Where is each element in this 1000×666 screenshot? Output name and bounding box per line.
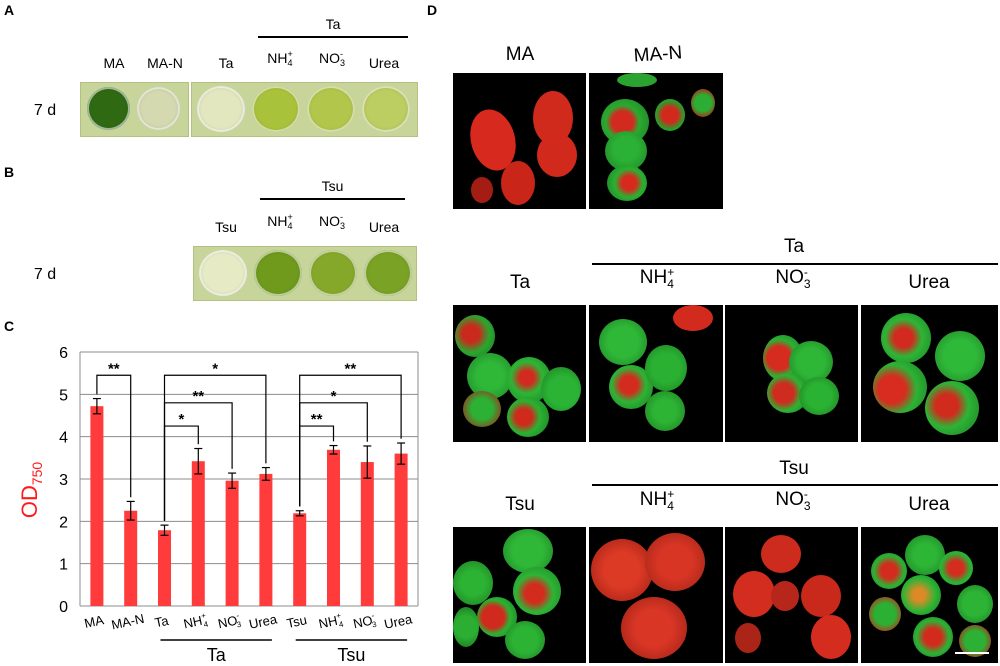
y-tick-label: 2 bbox=[59, 514, 68, 531]
panel-letter-a: A bbox=[4, 2, 15, 18]
bar bbox=[394, 453, 408, 606]
panel-letter-b: B bbox=[4, 164, 15, 180]
bar bbox=[90, 406, 104, 606]
y-axis-label: OD750 bbox=[17, 462, 45, 519]
well-ta-urea bbox=[362, 86, 410, 132]
x-tick-label: NH+4 bbox=[317, 611, 345, 634]
panel-b-group-line bbox=[260, 198, 405, 200]
y-tick-label: 5 bbox=[59, 387, 68, 404]
micrograph-ta bbox=[453, 305, 586, 442]
micrograph-tsu-urea bbox=[861, 527, 998, 663]
d-label-tsu-no3: NO -3 bbox=[775, 487, 811, 513]
significance-bracket bbox=[163, 374, 267, 521]
label-ta: Ta bbox=[218, 55, 234, 71]
significance-label: ** bbox=[345, 360, 357, 377]
panel-letter-d: D bbox=[427, 2, 438, 18]
label-b-urea: Urea bbox=[368, 219, 400, 235]
significance-bracket bbox=[299, 374, 402, 507]
d-label-ta-no3: NO -3 bbox=[775, 265, 811, 291]
y-tick-label: 0 bbox=[59, 599, 68, 616]
group-label: Ta bbox=[207, 645, 227, 665]
significance-label: ** bbox=[108, 360, 120, 377]
y-tick-label: 6 bbox=[59, 345, 68, 362]
label-b-nh4: NH +4 bbox=[267, 212, 293, 232]
label-b-no3: NO -3 bbox=[318, 212, 345, 232]
x-tick-label: NO-3 bbox=[216, 611, 242, 633]
label-nh4: NH +4 bbox=[267, 49, 293, 69]
significance-label: * bbox=[178, 411, 184, 428]
d-row2-group-line bbox=[592, 263, 998, 265]
panel-b-time-label: 7 d bbox=[33, 266, 57, 283]
well-ta-no3 bbox=[307, 86, 355, 132]
label-no3: NO -3 bbox=[318, 49, 345, 69]
well-ta bbox=[197, 86, 245, 132]
d-label-tsu-urea: Urea bbox=[908, 494, 950, 515]
panel-b-group-label: Tsu bbox=[321, 178, 344, 194]
label-ma-n: MA-N bbox=[147, 55, 183, 71]
d-label-ta-nh4: NH +4 bbox=[639, 265, 675, 291]
label-urea: Urea bbox=[368, 55, 400, 71]
y-tick-label: 4 bbox=[59, 430, 68, 447]
panel-letter-c: C bbox=[4, 318, 15, 334]
well-tsu-urea bbox=[364, 250, 412, 296]
x-tick-label: MA bbox=[83, 612, 106, 631]
well-tsu-no3 bbox=[309, 250, 357, 296]
d-row2-group-label: Ta bbox=[783, 236, 805, 257]
well-tsu bbox=[199, 250, 247, 296]
panel-a-group-label: Ta bbox=[325, 16, 341, 32]
well-ma bbox=[87, 87, 130, 130]
d-row3-group-label: Tsu bbox=[779, 458, 809, 479]
bar bbox=[158, 530, 171, 606]
x-tick-label: Ta bbox=[153, 613, 170, 631]
plate-a-right bbox=[191, 82, 418, 137]
micrograph-tsu-no3 bbox=[725, 527, 858, 663]
micrograph-tsu bbox=[453, 527, 586, 663]
x-tick-label: Urea bbox=[383, 611, 414, 632]
d-label-ta: Ta bbox=[509, 272, 531, 293]
d-row3-group-line bbox=[592, 484, 998, 486]
micrograph-ta-nh4 bbox=[589, 305, 723, 442]
significance-label: * bbox=[212, 360, 218, 377]
panel-a-group-line bbox=[258, 36, 408, 38]
significance-label: ** bbox=[192, 388, 204, 405]
label-tsu: Tsu bbox=[215, 219, 237, 235]
plate-a-left bbox=[80, 82, 189, 137]
d-label-ma: MA bbox=[505, 44, 535, 65]
significance-bracket bbox=[96, 374, 132, 498]
bar bbox=[225, 480, 239, 606]
d-label-ta-urea: Urea bbox=[908, 272, 950, 293]
micrograph-ma-n bbox=[589, 73, 723, 209]
micrograph-ma bbox=[453, 73, 586, 209]
label-ma: MA bbox=[103, 55, 125, 71]
well-ma-n bbox=[137, 87, 180, 130]
d-label-tsu-nh4: NH +4 bbox=[639, 487, 675, 513]
scale-bar bbox=[955, 652, 989, 654]
panel-a-time-label: 7 d bbox=[33, 102, 57, 119]
well-ta-nh4 bbox=[252, 86, 300, 132]
y-tick-label: 3 bbox=[59, 472, 68, 489]
x-tick-label: NO-3 bbox=[352, 611, 378, 633]
significance-label: ** bbox=[311, 411, 323, 428]
significance-label: * bbox=[331, 388, 337, 405]
bar bbox=[293, 513, 307, 606]
y-tick-label: 1 bbox=[59, 557, 68, 574]
bar bbox=[191, 461, 205, 606]
x-tick-label: NH+4 bbox=[182, 611, 210, 634]
plate-b bbox=[193, 246, 417, 301]
micrograph-tsu-nh4 bbox=[589, 527, 723, 663]
bar bbox=[259, 473, 273, 606]
bar bbox=[360, 462, 374, 606]
x-tick-label: Urea bbox=[248, 611, 279, 632]
bar bbox=[124, 510, 138, 606]
micrograph-ta-urea bbox=[861, 305, 998, 442]
d-label-ma-n: MA-N bbox=[633, 42, 683, 67]
micrograph-ta-no3 bbox=[725, 305, 858, 442]
x-tick-label: Tsu bbox=[285, 612, 308, 631]
bar bbox=[327, 449, 340, 606]
well-tsu-nh4 bbox=[254, 250, 302, 296]
d-label-tsu: Tsu bbox=[505, 494, 535, 515]
x-tick-label: MA-N bbox=[110, 611, 146, 633]
group-label: Tsu bbox=[337, 645, 365, 665]
